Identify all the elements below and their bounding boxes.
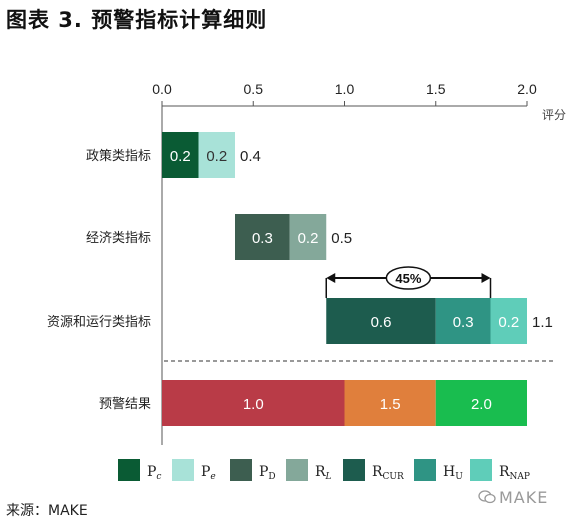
- bar-segment: [162, 380, 345, 426]
- legend-label: HU: [443, 464, 463, 482]
- x-axis-label: 评分: [542, 108, 566, 122]
- data-label: 2.0: [471, 396, 492, 413]
- legend-swatch: [414, 459, 436, 481]
- legend-swatch: [470, 459, 492, 481]
- bar-segment: [435, 298, 491, 344]
- legend-label: RNAP: [499, 464, 530, 482]
- bar-segment: [235, 214, 290, 260]
- watermark: MAKE: [478, 488, 548, 507]
- x-tick-label: 0.0: [152, 81, 172, 97]
- category-label: 政策类指标: [86, 148, 151, 164]
- legend-label: RL: [315, 464, 332, 482]
- data-label: 0.2: [170, 148, 191, 165]
- x-tick-label: 2.0: [517, 81, 537, 97]
- legend-label: Pe: [201, 464, 216, 482]
- bar-segment: [162, 132, 199, 178]
- category-label: 预警结果: [99, 396, 151, 412]
- annotation-badge: [385, 266, 432, 290]
- bar-segment: [198, 132, 235, 178]
- data-label: 0.6: [371, 314, 392, 331]
- total-label: 0.5: [331, 230, 352, 247]
- data-label: 1.5: [380, 396, 401, 413]
- source-label: 来源：MAKE: [6, 503, 88, 519]
- watermark-text: MAKE: [499, 488, 549, 507]
- bar-segment: [435, 380, 527, 426]
- legend-swatch: [172, 459, 194, 481]
- legend-label: Pc: [147, 464, 161, 482]
- legend-swatch: [230, 459, 252, 481]
- bar-segment: [326, 298, 436, 344]
- x-tick-label: 1.5: [426, 81, 446, 97]
- category-label: 资源和运行类指标: [47, 315, 151, 330]
- category-label: 经济类指标: [86, 231, 151, 246]
- bar-segment: [344, 380, 436, 426]
- x-tick-label: 1.0: [335, 81, 355, 97]
- data-label: 0.3: [252, 230, 273, 247]
- legend-swatch: [118, 459, 140, 481]
- legend-swatch: [343, 459, 365, 481]
- annotation-arrow-right: [481, 273, 491, 283]
- data-label: 0.3: [453, 314, 474, 331]
- data-label: 0.2: [206, 148, 227, 165]
- annotation-arrow-left: [326, 273, 336, 283]
- data-label: 0.2: [298, 230, 319, 247]
- bar-segment: [490, 298, 527, 344]
- figure-title: 图表 3. 预警指标计算细则: [6, 8, 268, 32]
- total-label: 0.4: [240, 148, 261, 165]
- legend-label: PD: [259, 464, 276, 482]
- annotation-label: 45%: [395, 271, 421, 286]
- data-label: 1.0: [243, 396, 264, 413]
- data-label: 0.2: [498, 314, 519, 331]
- total-label: 1.1: [532, 314, 553, 331]
- legend-label: RCUR: [372, 464, 404, 482]
- wechat-icon: [478, 489, 496, 504]
- bar-segment: [289, 214, 327, 260]
- x-tick-label: 0.5: [244, 81, 264, 97]
- legend-swatch: [286, 459, 308, 481]
